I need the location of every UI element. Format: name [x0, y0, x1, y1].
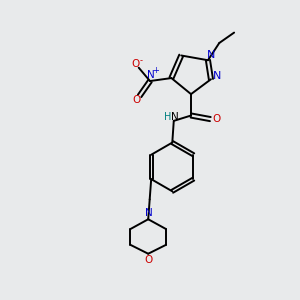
Text: N: N [147, 70, 154, 80]
Text: O: O [213, 114, 221, 124]
Text: -: - [140, 56, 142, 65]
Text: O: O [131, 59, 139, 69]
Text: O: O [132, 95, 140, 105]
Text: N: N [207, 50, 216, 60]
Text: N: N [145, 208, 153, 218]
Text: H: H [164, 112, 171, 122]
Text: N: N [171, 112, 179, 122]
Text: +: + [152, 66, 159, 75]
Text: N: N [213, 71, 222, 81]
Text: O: O [145, 255, 153, 265]
